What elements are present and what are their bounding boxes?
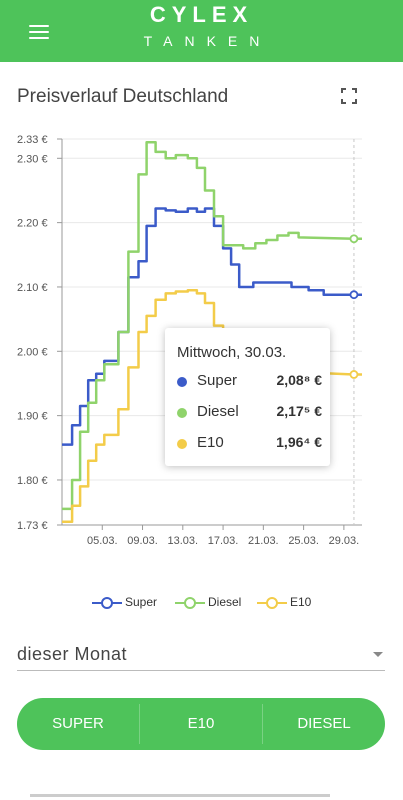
x-tick-label: 09.03. xyxy=(127,535,158,547)
hover-point-super xyxy=(349,290,359,300)
series-line-diesel xyxy=(62,140,362,511)
legend-marker-icon xyxy=(175,597,205,609)
x-tick-label: 29.03. xyxy=(329,535,360,547)
logo[interactable]: CYLEX xyxy=(0,2,403,28)
y-tick-label: 2.33 € xyxy=(17,134,48,146)
period-select-value: dieser Monat xyxy=(17,644,128,664)
series-line-super xyxy=(62,207,362,446)
diesel-dot-icon xyxy=(177,408,187,418)
logo-subtitle: TANKEN xyxy=(143,33,272,49)
x-tick-label: 25.03. xyxy=(288,535,319,547)
page-title: Preisverlauf Deutschland xyxy=(17,86,229,107)
legend-item-diesel[interactable]: Diesel xyxy=(175,593,250,613)
y-tick-label: 2.00 € xyxy=(17,346,48,358)
tooltip-label: E10 xyxy=(197,434,224,451)
x-tick-label: 05.03. xyxy=(87,535,118,547)
legend-label: Diesel xyxy=(208,595,242,609)
legend-item-e10[interactable]: E10 xyxy=(257,593,317,613)
y-tick-label: 1.80 € xyxy=(17,475,48,487)
period-select[interactable]: dieser Monat xyxy=(17,640,385,671)
logo-text: CYLEX xyxy=(149,2,254,27)
hover-point-e10 xyxy=(349,370,359,379)
x-tick-label: 17.03. xyxy=(208,535,239,547)
app-header: CYLEX TANKEN xyxy=(0,0,403,62)
legend-label: Super xyxy=(125,595,158,609)
tooltip-label: Diesel xyxy=(197,403,239,420)
tab-divider xyxy=(139,704,140,744)
y-tick-label: 1.73 € xyxy=(17,520,48,532)
tab-divider xyxy=(262,704,263,744)
y-tick-label: 1.90 € xyxy=(17,411,48,423)
hamburger-menu-icon[interactable] xyxy=(29,25,49,39)
super-dot-icon xyxy=(177,377,187,387)
legend-label: E10 xyxy=(290,595,312,609)
e10-dot-icon xyxy=(177,439,187,449)
chart-legend: Super Diesel E10 xyxy=(0,593,403,613)
tooltip-title: Mittwoch, 30.03. xyxy=(177,344,287,361)
tooltip-row-diesel: Diesel 2,17⁵ € xyxy=(177,403,322,423)
x-tick-label: 21.03. xyxy=(248,535,279,547)
y-tick-label: 2.10 € xyxy=(17,282,48,294)
legend-item-super[interactable]: Super xyxy=(92,593,167,613)
tooltip-label: Super xyxy=(197,372,238,389)
fullscreen-icon[interactable] xyxy=(341,88,357,104)
fuel-type-tabs: SUPER E10 DIESEL xyxy=(17,698,385,750)
tab-e10[interactable]: E10 xyxy=(187,715,215,732)
tab-super[interactable]: SUPER xyxy=(52,715,104,732)
tooltip-value: 2,08⁸ € xyxy=(276,372,322,388)
price-chart[interactable]: 2.33 € 2.30 € 2.20 € 2.10 € 2.00 € 1.90 € 1.80… xyxy=(0,125,403,555)
chevron-down-icon xyxy=(373,652,383,657)
y-tick-label: 2.30 € xyxy=(17,153,48,165)
tooltip-row-e10: E10 1,96⁴ € xyxy=(177,434,322,454)
legend-marker-icon xyxy=(257,597,287,609)
chart-tooltip: Mittwoch, 30.03. Super 2,08⁸ € Diesel 2,… xyxy=(165,328,330,466)
tooltip-row-super: Super 2,08⁸ € xyxy=(177,372,322,392)
x-tick-label: 13.03. xyxy=(168,535,199,547)
tab-diesel[interactable]: DIESEL xyxy=(297,715,351,732)
y-tick-label: 2.20 € xyxy=(17,218,48,230)
tooltip-value: 1,96⁴ € xyxy=(276,434,322,450)
tooltip-value: 2,17⁵ € xyxy=(276,403,323,419)
cut-off-text-line xyxy=(30,790,390,800)
hover-point-diesel xyxy=(349,234,359,244)
legend-marker-icon xyxy=(92,597,122,609)
